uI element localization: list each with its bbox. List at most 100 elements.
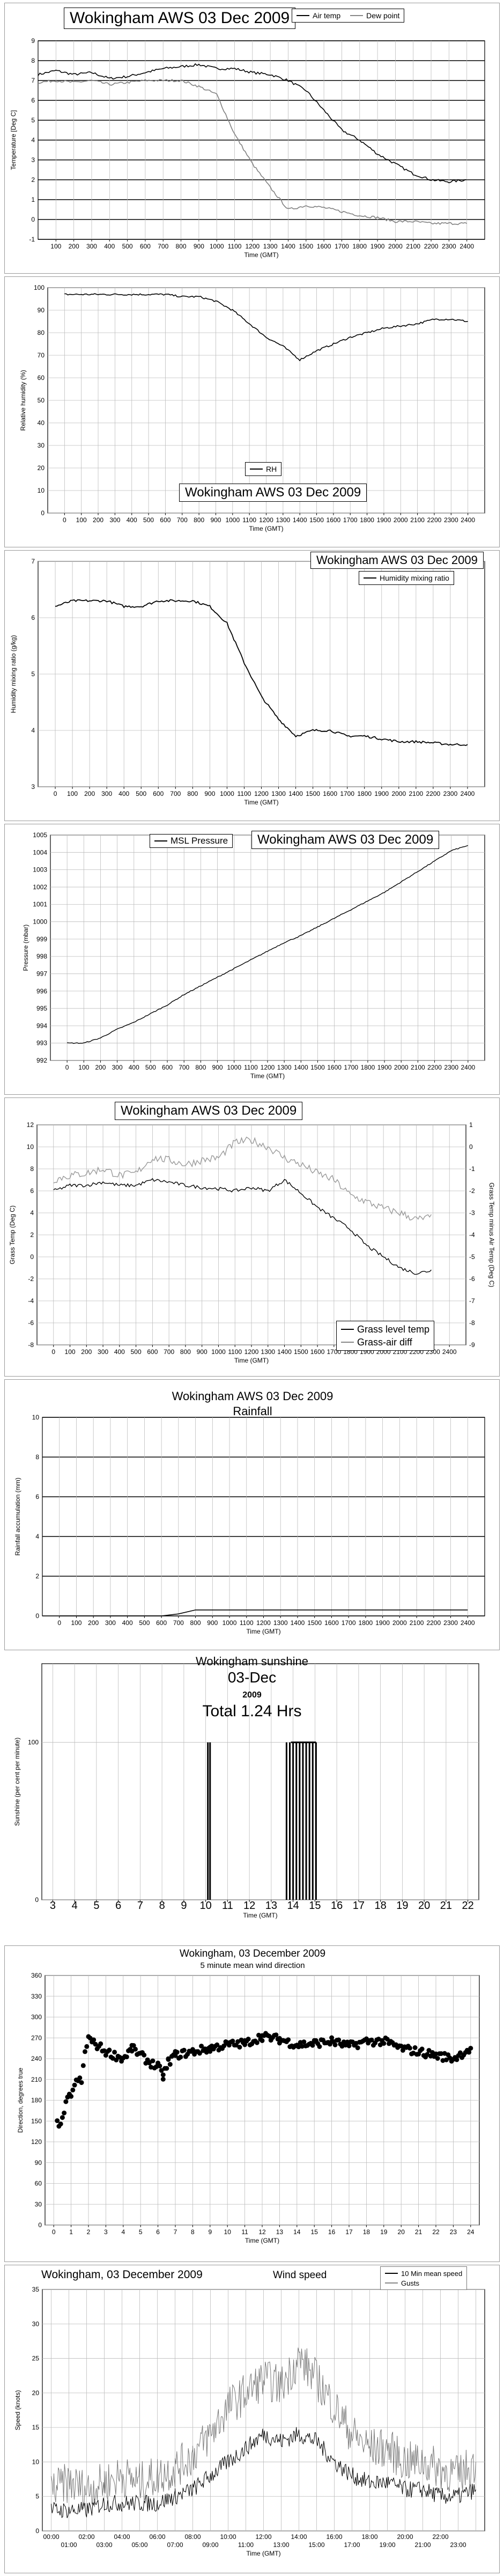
wind-direction-point: [369, 2037, 374, 2043]
y-tick-label: 330: [31, 1993, 42, 2000]
wind-direction-point: [83, 2049, 87, 2054]
y-tick-label: -8: [28, 1341, 34, 1349]
chart-total: Total 1.24 Hrs: [202, 1702, 302, 1720]
x-axis-label: Time (GMT): [246, 1628, 280, 1635]
wind-direction-point: [332, 2042, 338, 2047]
wind-direction-point: [197, 2051, 202, 2056]
y-tick-label: 4: [30, 1209, 34, 1217]
x-tick-label: 22: [462, 1900, 474, 1912]
x-tick-label: 2000: [391, 790, 406, 797]
wind-direction-point: [60, 2115, 65, 2120]
x-tick-label: 16: [331, 1900, 343, 1912]
sunshine-chart: 0 100 Sunshine (per cent per minute) 3 4 5 6 7 8…: [13, 1663, 479, 1919]
x-tick-label: 1200: [245, 243, 260, 250]
wind-direction-point: [230, 2038, 235, 2044]
x-tick-label: 200: [93, 516, 103, 524]
x-tick-label: 2400: [461, 516, 475, 524]
x-tick-label: 1100: [244, 1064, 258, 1071]
y-tick-label: 270: [31, 2034, 42, 2041]
y-tick-label: 100: [34, 284, 45, 291]
chart-legend: Grass level temp Grass-air diff: [336, 1321, 435, 1351]
x-tick-label: 200: [84, 790, 95, 797]
wind-direction-point: [381, 2041, 387, 2046]
x-tick-label: 1500: [309, 516, 324, 524]
wind-direction-chart: 0306090120150180210240270300330360Direct…: [17, 1972, 480, 2244]
series-grass-air-diff: [53, 1136, 432, 1221]
y-tick-label: 90: [35, 2159, 42, 2167]
x-tick-label: 2: [87, 2228, 91, 2236]
x-tick-label: 12:00: [255, 2533, 271, 2541]
y2-tick-label: 1: [469, 1121, 473, 1129]
wind-direction-point: [112, 2050, 117, 2055]
x-tick-label: 18: [363, 2228, 370, 2236]
y-tick-label: 180: [31, 2097, 42, 2104]
x-tick-label: 12: [258, 2228, 266, 2236]
x-tick-label: 9: [181, 1900, 187, 1912]
wind-direction-point: [207, 2049, 213, 2054]
x-axis-label: Time (GMT): [243, 1912, 277, 1919]
y-tick-label: 30: [32, 2320, 40, 2328]
y-tick-label: 5: [31, 670, 35, 678]
y2-axis-label: Grass Temp minus Air Temp (Deg C): [488, 1183, 495, 1287]
wind-direction-point: [178, 2054, 183, 2060]
x-tick-label: 15: [309, 1900, 321, 1912]
x-tick-label: 1200: [256, 1619, 271, 1627]
series-10-min-mean-speed: [51, 2427, 476, 2519]
wind-direction-point: [310, 2043, 315, 2048]
y2-tick-label: -8: [469, 1319, 475, 1327]
y-tick-label: 993: [36, 1040, 47, 1047]
wind-direction-point: [346, 2043, 352, 2048]
x-tick-label: 11:00: [238, 2541, 254, 2549]
wind-direction-point: [466, 2050, 472, 2055]
x-tick-label: 1700: [344, 1064, 358, 1071]
x-tick-label: 500: [143, 516, 154, 524]
x-tick-label: 1900: [370, 243, 385, 250]
wind-direction-point: [77, 2075, 83, 2081]
wind-speed-panel: 0 5 10 15 20 25 30 35 Speed (knots) 00:00 02:00 04:…: [4, 2265, 500, 2573]
x-tick-label: 300: [109, 516, 120, 524]
y-tick-label: 2: [35, 1572, 39, 1580]
x-tick-label: 1500: [307, 1619, 322, 1627]
rain-chart: 0 2 4 6 8 10 Rainfall accumulation (mm) 0 100 200…: [14, 1414, 485, 1635]
chart-title: Wokingham AWS 03 Dec 2009: [115, 1102, 303, 1120]
x-tick-label: 1900: [377, 516, 391, 524]
wind-direction-point: [63, 2099, 69, 2104]
x-tick-label: 8: [191, 2228, 195, 2236]
x-tick-label: 1900: [375, 1619, 390, 1627]
x-tick-label: 21: [440, 1900, 452, 1912]
sunshine-panel: 0 100 Sunshine (per cent per minute) 3 4 5 6 7 8…: [4, 1653, 500, 1943]
x-tick-label: 4: [72, 1900, 78, 1912]
rain-panel: 0 2 4 6 8 10 Rainfall accumulation (mm) 0 100 200…: [4, 1379, 500, 1650]
x-tick-label: 600: [153, 790, 164, 797]
x-tick-label: 17: [353, 1900, 365, 1912]
x-tick-label: 2200: [424, 243, 439, 250]
wind-direction-point: [260, 2038, 265, 2043]
y-tick-label: 0: [30, 1253, 34, 1261]
x-tick-label: 02:00: [78, 2533, 94, 2541]
wind-speed-chart: 0 5 10 15 20 25 30 35 Speed (knots) 00:00 02:00 04:…: [14, 2286, 485, 2557]
x-tick-label: 1700: [335, 243, 349, 250]
chart-subtitle: Wind speed: [273, 2270, 327, 2281]
y-tick-label: 5: [35, 2493, 39, 2500]
chart-title: Wokingham AWS 03 Dec 2009: [179, 484, 367, 502]
y-tick-label: -6: [28, 1319, 34, 1327]
y-tick-label: 10: [32, 2458, 40, 2465]
y-tick-label: 15: [32, 2424, 40, 2431]
x-tick-label: 2200: [427, 1064, 442, 1071]
y-tick-label: 12: [27, 1121, 34, 1129]
x-tick-label: 400: [104, 243, 115, 250]
wind-direction-point: [167, 2062, 173, 2067]
x-tick-label: 5: [93, 1900, 99, 1912]
y-tick-label: 999: [36, 935, 47, 943]
wind-direction-point: [91, 2037, 97, 2043]
x-tick-label: 900: [197, 1348, 207, 1356]
x-tick-label: 20:00: [397, 2533, 413, 2541]
x-tick-label: 03:00: [96, 2541, 112, 2549]
x-tick-label: 2100: [411, 1064, 425, 1071]
wind-direction-point: [79, 2080, 84, 2085]
legend-dew-point: Dew point: [366, 11, 400, 20]
x-axis-label: Time (GMT): [244, 251, 278, 259]
x-tick-label: 1100: [240, 1619, 254, 1627]
y-tick-label: 6: [30, 1187, 34, 1195]
x-tick-label: 300: [105, 1619, 116, 1627]
